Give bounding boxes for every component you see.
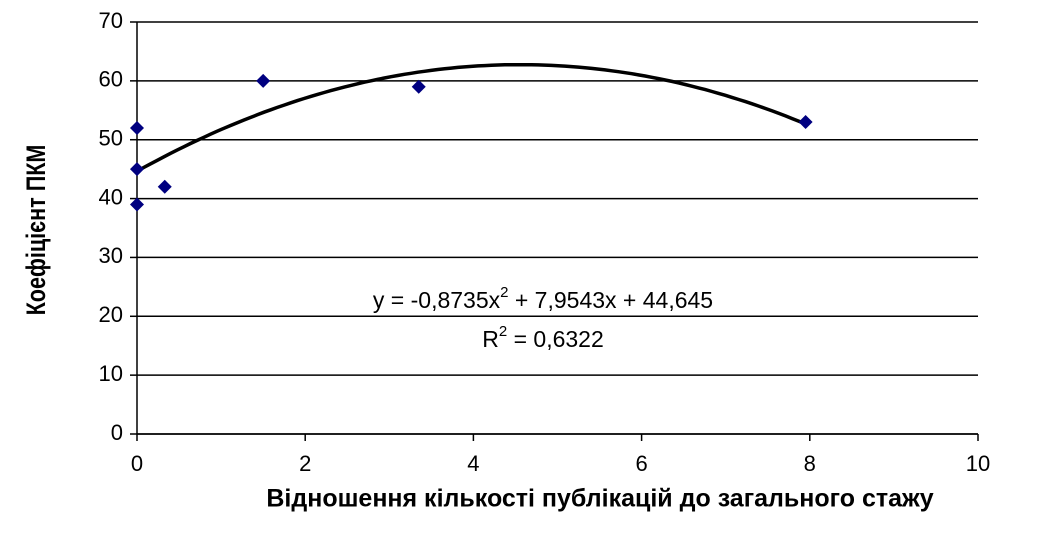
x-tick-label: 8 — [804, 451, 816, 476]
y-axis-title: Коефіцієнт ПКМ — [22, 145, 52, 316]
trendline — [136, 62, 807, 173]
marker — [130, 162, 144, 177]
x-tick-label: 0 — [131, 451, 143, 476]
trendline-equation-part: 2 — [500, 284, 508, 301]
x-tick-label: 10 — [966, 451, 990, 476]
y-tick-label: 40 — [99, 184, 123, 209]
marker — [157, 179, 172, 194]
trendline-equation: y = -0,8735x2 + 7,9543x + 44,645 — [373, 284, 713, 313]
marker — [798, 115, 813, 130]
y-tick-label: 10 — [99, 361, 123, 386]
y-tick-label: 50 — [99, 126, 123, 151]
y-tick-label: 60 — [99, 67, 123, 92]
y-tick-label: 30 — [99, 243, 123, 268]
trendline-r_squared-part: R — [482, 326, 499, 352]
marker — [130, 197, 144, 212]
y-tick-label: 0 — [111, 420, 123, 445]
marker — [256, 73, 271, 88]
y-tick-label: 70 — [99, 8, 123, 33]
trendline-equation-part: y = -0,8735x — [373, 287, 501, 313]
y-tick-label: 20 — [99, 302, 123, 327]
x-tick-label: 6 — [635, 451, 647, 476]
x-axis-title: Відношення кількості публікацій до загал… — [266, 485, 933, 513]
marker — [411, 79, 426, 94]
x-tick-label: 2 — [299, 451, 311, 476]
trendline-r_squared-part: = 0,6322 — [507, 326, 604, 352]
trendline-equation-part: + 7,9543x + 44,645 — [508, 287, 713, 313]
trendline-r_squared: R2 = 0,6322 — [482, 323, 604, 352]
marker — [130, 120, 144, 135]
trendline-r_squared-part: 2 — [499, 323, 507, 340]
x-tick-label: 4 — [467, 451, 479, 476]
